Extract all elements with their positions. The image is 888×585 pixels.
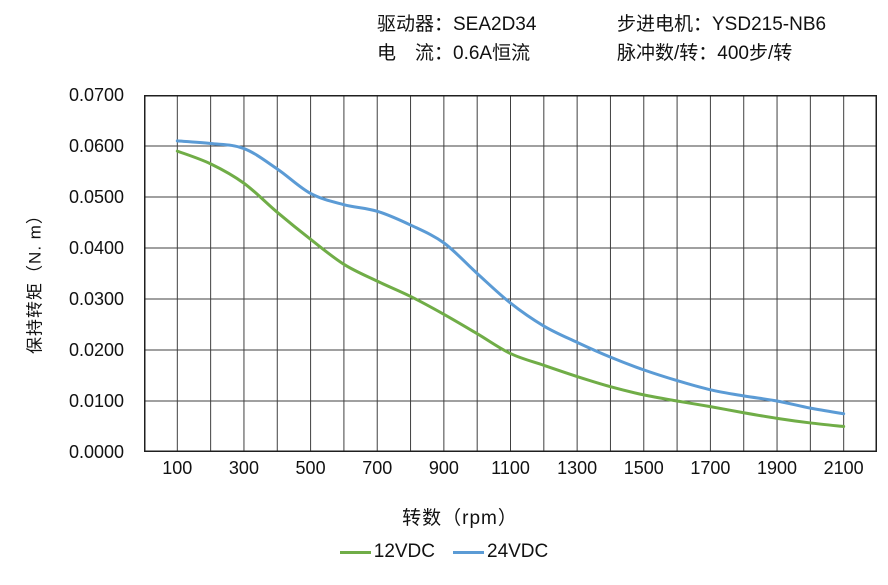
legend-item-24vdc: 24VDC <box>453 541 548 563</box>
legend-line-swatch <box>453 550 484 554</box>
y-tick-label: 0.0500 <box>68 187 124 207</box>
y-tick-label: 0.0700 <box>68 85 124 105</box>
y-tick-label: 0.0600 <box>68 136 124 156</box>
legend-label: 24VDC <box>487 541 549 562</box>
header-left: 驱动器：SEA2D34 电 流：0.6A恒流 <box>377 10 536 68</box>
legend-item-12vdc: 12VDC <box>339 541 435 563</box>
y-tick-label: 0.0400 <box>68 238 124 258</box>
legend-label: 12VDC <box>373 541 435 562</box>
x-tick-label: 700 <box>362 458 393 478</box>
x-tick-label: 1100 <box>491 458 530 478</box>
x-tick-label: 900 <box>428 458 459 478</box>
header-right: 步进电机：YSD215-NB6 脉冲数/转：400步/转 <box>617 10 826 68</box>
plot-svg <box>144 95 877 452</box>
plot-frame <box>144 95 877 452</box>
x-tick-label: 1900 <box>757 458 798 478</box>
x-tick-label: 1500 <box>623 458 664 478</box>
x-axis-title: 转数（rpm） <box>402 508 518 529</box>
y-tick-label: 0.0200 <box>68 340 124 360</box>
legend: 12VDC 24VDC <box>0 541 888 563</box>
y-tick-label: 0.0300 <box>68 289 124 309</box>
curve-12vdc <box>175 149 846 428</box>
x-tick-label: 2100 <box>823 458 864 478</box>
x-tick-label: 1700 <box>690 458 731 478</box>
x-tick-label: 1300 <box>557 458 598 478</box>
current-info: 电 流：0.6A恒流 <box>377 43 531 64</box>
plot-area <box>144 95 877 452</box>
legend-line-swatch <box>339 550 371 554</box>
y-tick-label: 0.0100 <box>68 391 124 411</box>
x-tick-label: 300 <box>228 458 259 478</box>
curve-24vdc <box>175 139 846 416</box>
motor-info: 步进电机：YSD215-NB6 <box>617 14 827 35</box>
x-tick-label: 500 <box>295 458 326 478</box>
driver-info: 驱动器：SEA2D34 <box>377 14 537 35</box>
x-tick-label: 100 <box>162 458 193 478</box>
y-tick-label: 0.0000 <box>68 442 124 462</box>
pulses-info: 脉冲数/转：400步/转 <box>617 43 793 64</box>
y-axis-title: 保持转矩（N. m） <box>25 206 45 354</box>
